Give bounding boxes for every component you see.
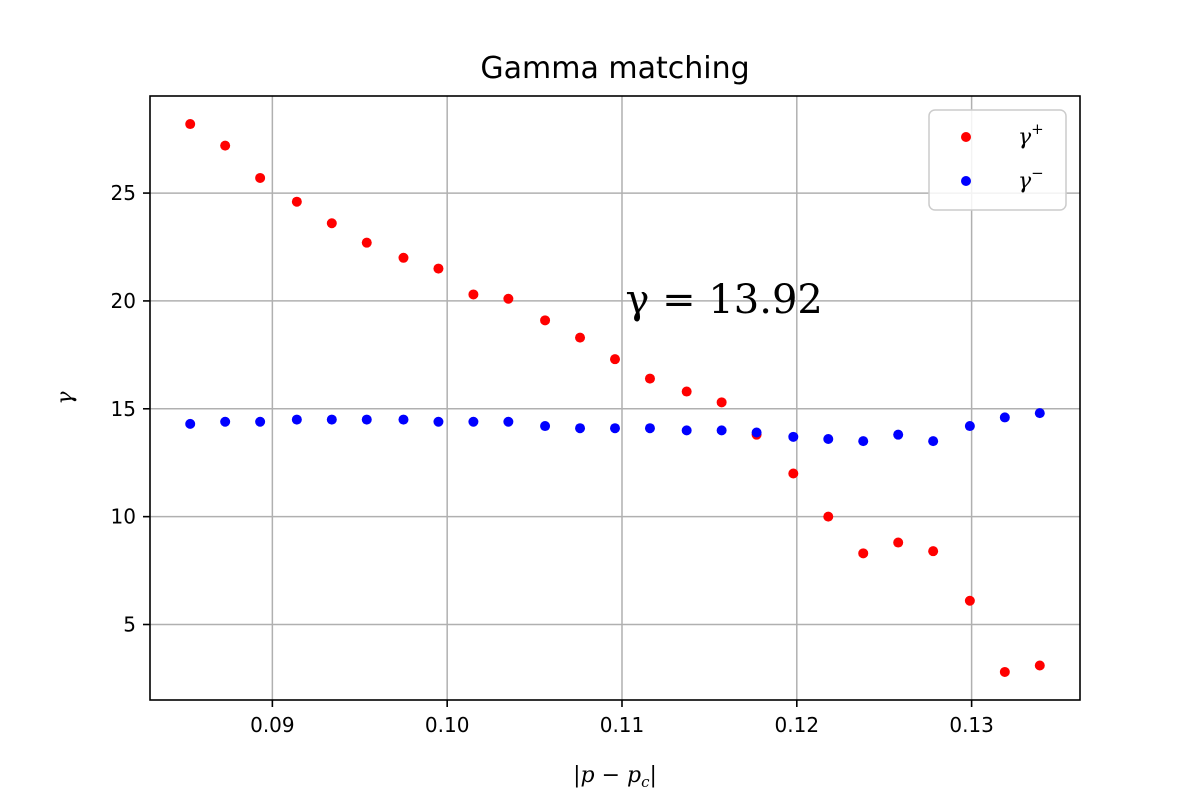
data-point <box>644 373 655 384</box>
x-axis-label-end: | <box>649 763 656 788</box>
data-point <box>255 416 266 427</box>
data-point <box>220 140 231 151</box>
x-axis-label-subscript: c <box>641 773 650 791</box>
gamma-value-annotation: γ = 13.92 <box>625 277 822 323</box>
legend-marker <box>961 132 971 142</box>
data-point <box>255 172 266 183</box>
data-point <box>823 511 834 522</box>
data-point <box>999 412 1010 423</box>
data-point <box>893 537 904 548</box>
data-point <box>185 418 196 429</box>
data-point <box>468 289 479 300</box>
x-tick-label: 0.09 <box>250 713 295 737</box>
data-point <box>928 436 939 447</box>
y-tick-label: 10 <box>111 505 136 529</box>
x-tick-label: 0.11 <box>600 713 645 737</box>
x-axis-ticks: 0.09 0.10 0.11 0.12 0.13 <box>250 700 994 737</box>
legend-label-base: γ <box>1018 169 1032 194</box>
grid-lines <box>150 96 1080 700</box>
data-point <box>610 354 620 365</box>
legend-label: γ+ <box>1018 120 1044 150</box>
y-tick-label: 25 <box>111 181 136 205</box>
legend-label-superscript: − <box>1031 164 1044 182</box>
data-point <box>610 423 620 434</box>
legend-box <box>928 109 1067 211</box>
legend: γ+γ− <box>928 109 1067 211</box>
data-point <box>1034 408 1045 419</box>
data-point <box>964 595 975 606</box>
data-point <box>681 386 692 397</box>
y-tick-label: 15 <box>111 397 136 421</box>
x-tick-label: 0.10 <box>425 713 470 737</box>
data-point <box>788 468 799 479</box>
data-point <box>575 423 586 434</box>
data-point <box>999 666 1010 677</box>
data-point <box>326 414 337 425</box>
data-point <box>716 425 727 436</box>
data-point <box>575 332 586 343</box>
series-gamma-plus <box>185 119 1045 677</box>
data-point <box>291 196 302 207</box>
data-point <box>185 119 196 130</box>
legend-marker <box>961 176 971 186</box>
data-point <box>433 263 444 274</box>
y-axis-label: γ <box>53 391 78 405</box>
data-point <box>540 421 551 432</box>
data-point <box>858 436 869 447</box>
data-point <box>540 315 551 326</box>
data-point <box>716 397 727 408</box>
chart-title: Gamma matching <box>480 51 749 86</box>
x-tick-label: 0.13 <box>949 713 994 737</box>
data-point <box>893 429 904 440</box>
data-point <box>858 548 869 559</box>
data-point <box>964 421 975 432</box>
data-point <box>361 414 372 425</box>
data-point <box>433 416 444 427</box>
data-point <box>681 425 692 436</box>
plot-frame <box>149 95 1081 701</box>
data-point <box>398 252 409 263</box>
data-point <box>751 427 762 438</box>
data-point <box>326 218 337 229</box>
data-point <box>644 423 655 434</box>
data-point <box>503 416 514 427</box>
data-point <box>928 546 939 557</box>
legend-label-superscript: + <box>1031 120 1044 138</box>
data-point <box>398 414 409 425</box>
series-gamma-minus <box>185 408 1045 447</box>
data-point <box>468 416 479 427</box>
data-points <box>185 119 1045 677</box>
legend-entries: γ+γ− <box>961 120 1044 194</box>
y-tick-label: 20 <box>111 289 136 313</box>
data-point <box>220 416 231 427</box>
data-point <box>823 433 834 444</box>
data-point <box>361 237 372 248</box>
legend-label: γ− <box>1018 164 1044 194</box>
data-point <box>1034 660 1045 671</box>
x-axis-label: |p − pc| <box>573 763 657 791</box>
data-point <box>291 414 302 425</box>
x-tick-label: 0.12 <box>775 713 820 737</box>
data-point <box>788 431 799 442</box>
legend-label-base: γ <box>1018 125 1032 150</box>
data-point <box>503 293 514 304</box>
y-axis-ticks: 5 10 15 20 25 <box>111 181 150 637</box>
y-tick-label: 5 <box>123 613 136 637</box>
x-axis-label-main: |p − p <box>573 763 641 788</box>
